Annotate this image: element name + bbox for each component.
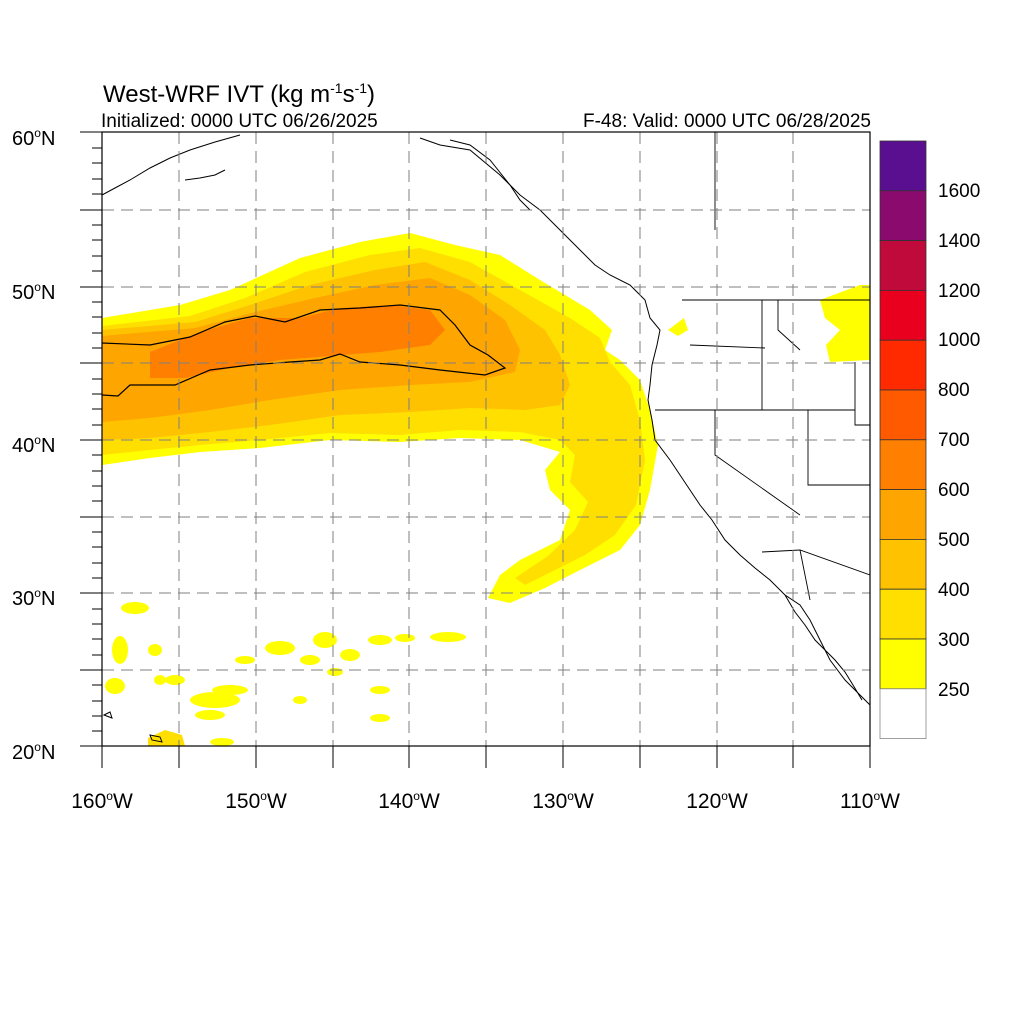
lon-label-110w: 110oW xyxy=(840,789,900,813)
graticule xyxy=(102,132,870,746)
lon-label-140w: 140oW xyxy=(378,789,440,813)
lat-label-30: 30oN xyxy=(12,586,56,610)
coastline xyxy=(419,137,870,706)
minor-ticks xyxy=(92,147,102,732)
title-mid: s xyxy=(342,81,355,108)
title-main: West-WRF IVT (kg m xyxy=(103,81,331,108)
colorbar-box xyxy=(879,389,927,441)
colorbar-label-600: 600 xyxy=(938,480,970,501)
colorbar-label-1200: 1200 xyxy=(938,281,981,302)
ivt-600-region xyxy=(150,305,445,378)
hawaii-islands xyxy=(102,711,163,743)
lon-label-160w: 160oW xyxy=(71,789,133,813)
colorbar-box xyxy=(879,638,927,690)
colorbar-label-500: 500 xyxy=(938,530,970,551)
axis-ticks xyxy=(80,131,871,768)
ivt-contour xyxy=(102,304,507,397)
lat-label-50: 50oN xyxy=(12,280,56,304)
colorbar-box xyxy=(879,289,927,341)
baja-coast xyxy=(784,594,863,701)
lon-label-130w: 130oW xyxy=(532,789,594,813)
colorbar-box xyxy=(879,588,927,640)
colorbar-box xyxy=(879,688,927,739)
lat-label-60: 60oN xyxy=(12,126,56,150)
ivt-250-scattered xyxy=(105,602,466,746)
colorbar xyxy=(879,140,927,739)
colorbar-box xyxy=(879,190,927,242)
colorbar-label-1400: 1400 xyxy=(938,231,981,252)
alaska-coast xyxy=(102,134,241,196)
ivt-250-east xyxy=(820,285,870,362)
title-end: ) xyxy=(367,81,376,108)
ivt-300-hawaii xyxy=(148,730,185,746)
colorbar-box xyxy=(879,539,927,590)
lat-label-20: 20oN xyxy=(12,740,56,764)
colorbar-label-800: 800 xyxy=(938,380,970,401)
ivt-field xyxy=(102,132,870,746)
title-exp-1: -1 xyxy=(330,80,343,96)
colorbar-label-700: 700 xyxy=(938,430,970,451)
initialized-label: Initialized: 0000 UTC 06/26/2025 xyxy=(101,111,378,132)
ivt-250-wa xyxy=(668,318,688,336)
colorbar-label-300: 300 xyxy=(938,630,970,651)
lat-label-40: 40oN xyxy=(12,433,56,457)
colorbar-label-1000: 1000 xyxy=(938,330,981,351)
colorbar-box xyxy=(879,140,927,192)
lon-label-150w: 150oW xyxy=(225,789,287,813)
colorbar-box xyxy=(879,489,927,540)
colorbar-box xyxy=(879,240,927,291)
colorbar-box xyxy=(879,339,927,391)
colorbar-label-250: 250 xyxy=(938,680,970,701)
title-exp-2: -1 xyxy=(354,80,368,96)
chart-title: West-WRF IVT (kg m-1s-1) xyxy=(103,70,375,113)
islands xyxy=(184,139,531,211)
colorbar-box xyxy=(879,439,927,490)
colorbar-label-400: 400 xyxy=(938,580,970,601)
colorbar-label-1600: 1600 xyxy=(938,181,981,202)
valid-label: F-48: Valid: 0000 UTC 06/28/2025 xyxy=(583,111,871,132)
lon-label-120w: 120oW xyxy=(686,789,748,813)
state-borders xyxy=(655,132,870,601)
